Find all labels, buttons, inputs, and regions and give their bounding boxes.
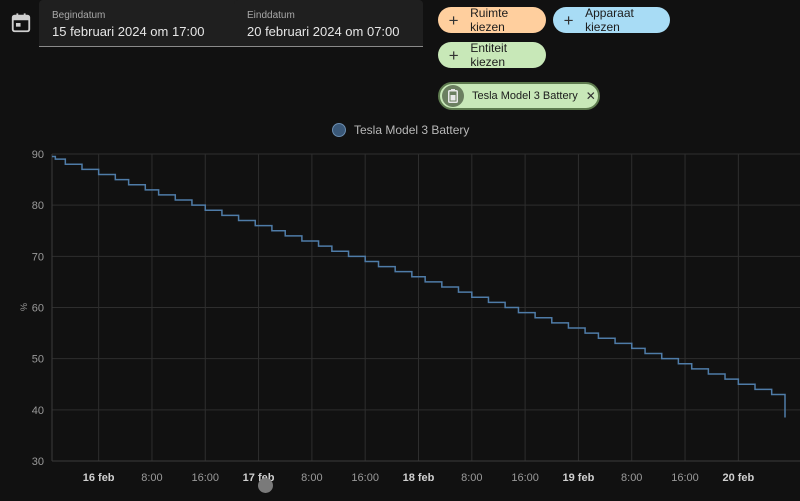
calendar-icon[interactable] (10, 12, 32, 34)
end-date-field[interactable]: Einddatum 20 februari 2024 om 07:00 (234, 0, 423, 47)
area-picker-button[interactable]: + Ruimte kiezen (438, 6, 546, 34)
device-picker-button[interactable]: + Apparaat kiezen (553, 6, 670, 34)
legend-swatch (332, 123, 346, 137)
plus-icon: + (448, 45, 459, 65)
x-tick-label: 18 feb (403, 472, 435, 484)
start-date-field[interactable]: Begindatum 15 februari 2024 om 17:00 (39, 0, 255, 47)
selected-entity-chip[interactable]: Tesla Model 3 Battery ✕ (438, 82, 600, 110)
plus-icon: + (448, 10, 459, 30)
close-icon[interactable]: ✕ (585, 89, 596, 103)
x-tick-label: 16 feb (83, 472, 115, 484)
x-tick-label: 8:00 (621, 472, 642, 484)
x-tick-label: 8:00 (301, 472, 322, 484)
x-tick-label: 16:00 (511, 472, 539, 484)
start-date-label: Begindatum (52, 10, 106, 21)
end-date-label: Einddatum (247, 10, 295, 21)
y-axis-label: % (19, 303, 29, 311)
x-tick-label: 8:00 (141, 472, 162, 484)
series-line-0 (52, 155, 786, 418)
y-tick-label: 70 (32, 251, 44, 263)
end-date-value: 20 februari 2024 om 07:00 (247, 24, 400, 39)
battery-icon (442, 85, 464, 107)
y-tick-label: 90 (32, 149, 44, 161)
x-tick-label: 16:00 (351, 472, 379, 484)
x-tick-label: 16:00 (191, 472, 219, 484)
legend-label: Tesla Model 3 Battery (354, 123, 470, 137)
entity-picker-button[interactable]: + Entiteit kiezen (438, 41, 546, 69)
y-tick-label: 80 (32, 200, 44, 212)
start-date-value: 15 februari 2024 om 17:00 (52, 24, 205, 39)
y-tick-label: 40 (32, 405, 44, 417)
plus-icon: + (563, 10, 574, 30)
x-tick-label: 19 feb (563, 472, 595, 484)
scroll-handle[interactable] (258, 478, 273, 493)
entity-picker-label: Entiteit kiezen (470, 41, 508, 69)
y-tick-label: 60 (32, 303, 44, 315)
chart-legend[interactable]: Tesla Model 3 Battery (332, 123, 469, 137)
x-tick-label: 16:00 (671, 472, 699, 484)
y-tick-label: 50 (32, 354, 44, 366)
selected-entity-label: Tesla Model 3 Battery (472, 90, 578, 102)
y-tick-label: 30 (32, 456, 44, 468)
x-tick-label: 20 feb (722, 472, 754, 484)
device-picker-label: Apparaat kiezen (585, 6, 634, 34)
x-tick-label: 8:00 (461, 472, 482, 484)
area-picker-label: Ruimte kiezen (470, 6, 509, 34)
